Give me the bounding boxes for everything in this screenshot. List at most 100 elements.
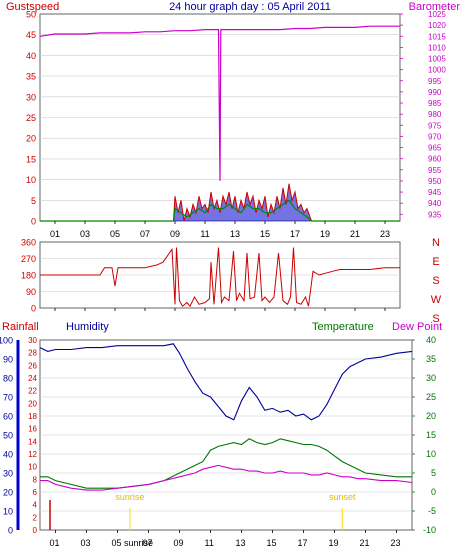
temperature-tick-label: 35 <box>426 354 436 364</box>
compass-label: S <box>432 313 439 325</box>
temperature-tick-label: 5 <box>431 468 436 478</box>
barometer-tick-label: 985 <box>428 99 442 108</box>
barometer-tick-label: 1015 <box>428 32 446 41</box>
dewpoint-line <box>40 464 413 491</box>
wind-x-tick-label: 07 <box>140 229 150 239</box>
wind-x-tick-label: 03 <box>80 229 90 239</box>
barometer-tick-label: 1005 <box>428 55 446 64</box>
wind-x-tick-label: 19 <box>320 229 330 239</box>
temperature-tick-label: 0 <box>431 487 436 497</box>
humidity-tick-label: 30 <box>3 469 13 479</box>
compass-label: S <box>432 275 439 287</box>
rainfall-tick-label: 8 <box>33 475 38 484</box>
humidity-tick-label: 50 <box>3 431 13 441</box>
temp-x-tick-label: 23 <box>391 538 401 548</box>
humidity-tick-label: 100 <box>0 336 13 346</box>
rainfall-tick-label: 10 <box>28 463 37 472</box>
temp-x-tick-label: 11 <box>205 538 214 548</box>
wind-x-tick-label: 09 <box>170 229 180 239</box>
wind-x-tick-label: 01 <box>50 229 60 239</box>
barometer-tick-label: 980 <box>428 110 442 119</box>
gust-y-tick-label: 40 <box>26 51 36 61</box>
sun-marker-label: sunset <box>329 492 356 502</box>
barometer-tick-label: 1025 <box>428 10 446 19</box>
temperature-tick-label: 40 <box>426 335 436 345</box>
gust-line <box>40 183 400 222</box>
compass-label: N <box>432 237 440 249</box>
barometer-tick-label: 995 <box>428 77 442 86</box>
gust-y-tick-label: 50 <box>26 10 36 20</box>
temperature-tick-label: -10 <box>423 525 436 535</box>
barometer-tick-label: 950 <box>428 177 442 186</box>
gust-y-tick-label: 30 <box>26 92 36 102</box>
temp-x-tick-label: 21 <box>360 538 370 548</box>
compass-label: E <box>432 256 439 268</box>
gust-y-tick-label: 15 <box>26 154 36 164</box>
rainfall-label: Rainfall <box>2 321 39 333</box>
rainfall-tick-label: 22 <box>28 387 37 396</box>
temperature-tick-label: 30 <box>426 373 436 383</box>
temp-x-tick-label: 09 <box>174 538 184 548</box>
direction-y-tick-label: 90 <box>26 287 36 297</box>
direction-y-tick-label: 270 <box>21 254 36 264</box>
gust-y-tick-label: 35 <box>26 72 36 82</box>
barometer-tick-label: 1020 <box>428 21 446 30</box>
direction-y-tick-label: 180 <box>21 271 36 281</box>
temperature-tick-label: 10 <box>426 449 436 459</box>
humidity-tick-label: 20 <box>3 488 13 498</box>
temp-x-tick-label: 01 <box>50 538 60 548</box>
barometer-tick-label: 970 <box>428 132 442 141</box>
barometer-tick-label: 1010 <box>428 43 446 52</box>
humidity-tick-label: 10 <box>3 507 13 517</box>
humidity-label: Humidity <box>66 321 109 333</box>
humidity-tick-label: 70 <box>3 393 13 403</box>
barometer-tick-label: 990 <box>428 88 442 97</box>
wind-x-tick-label: 11 <box>200 229 209 239</box>
rainfall-tick-label: 6 <box>33 488 38 497</box>
gust-area <box>40 183 400 221</box>
temp-x-tick-label: 13 <box>236 538 246 548</box>
direction-line <box>40 247 400 308</box>
temp-x-tick-label: 15 <box>267 538 277 548</box>
wind-x-tick-label: 17 <box>290 229 300 239</box>
wind-average-line <box>40 199 400 222</box>
rainfall-tick-label: 4 <box>33 501 38 510</box>
humidity-line <box>39 343 413 421</box>
temp-x-tick-label: 19 <box>329 538 339 548</box>
humidity-tick-label: 90 <box>3 355 13 365</box>
wind-x-tick-label: 13 <box>230 229 240 239</box>
rainfall-tick-label: 16 <box>28 425 37 434</box>
rainfall-tick-label: 0 <box>33 526 38 535</box>
rainfall-tick-label: 20 <box>28 399 37 408</box>
temperature-tick-label: 25 <box>426 392 436 402</box>
temp-x-tick-label: 05 sunrise <box>112 538 154 548</box>
rainfall-tick-label: 26 <box>28 361 37 370</box>
barometer-line <box>39 25 400 181</box>
gust-y-tick-label: 25 <box>26 113 36 123</box>
barometer-tick-label: 940 <box>428 199 442 208</box>
barometer-tick-label: 1000 <box>428 66 446 75</box>
wind-x-tick-label: 05 <box>110 229 120 239</box>
temperature-tick-label: 15 <box>426 430 436 440</box>
temp-x-tick-label: 07 <box>143 538 153 548</box>
gust-y-tick-label: 20 <box>26 134 36 144</box>
humidity-tick-label: 80 <box>3 374 13 384</box>
gustspeed-label: Gustspeed <box>6 1 59 13</box>
compass-label: W <box>431 294 442 306</box>
barometer-tick-label: 955 <box>428 166 442 175</box>
rainfall-tick-label: 30 <box>28 336 37 345</box>
temperature-label: Temperature <box>312 321 374 333</box>
barometer-tick-label: 965 <box>428 144 442 153</box>
barometer-tick-label: 975 <box>428 121 442 130</box>
gust-y-tick-label: 5 <box>31 196 36 206</box>
temp-x-tick-label: 03 <box>81 538 91 548</box>
wind-x-tick-label: 15 <box>260 229 270 239</box>
gust-y-tick-label: 45 <box>26 30 36 40</box>
temperature-tick-label: -5 <box>428 506 436 516</box>
barometer-label: Barometer <box>409 1 461 13</box>
rainfall-tick-label: 28 <box>28 349 37 358</box>
